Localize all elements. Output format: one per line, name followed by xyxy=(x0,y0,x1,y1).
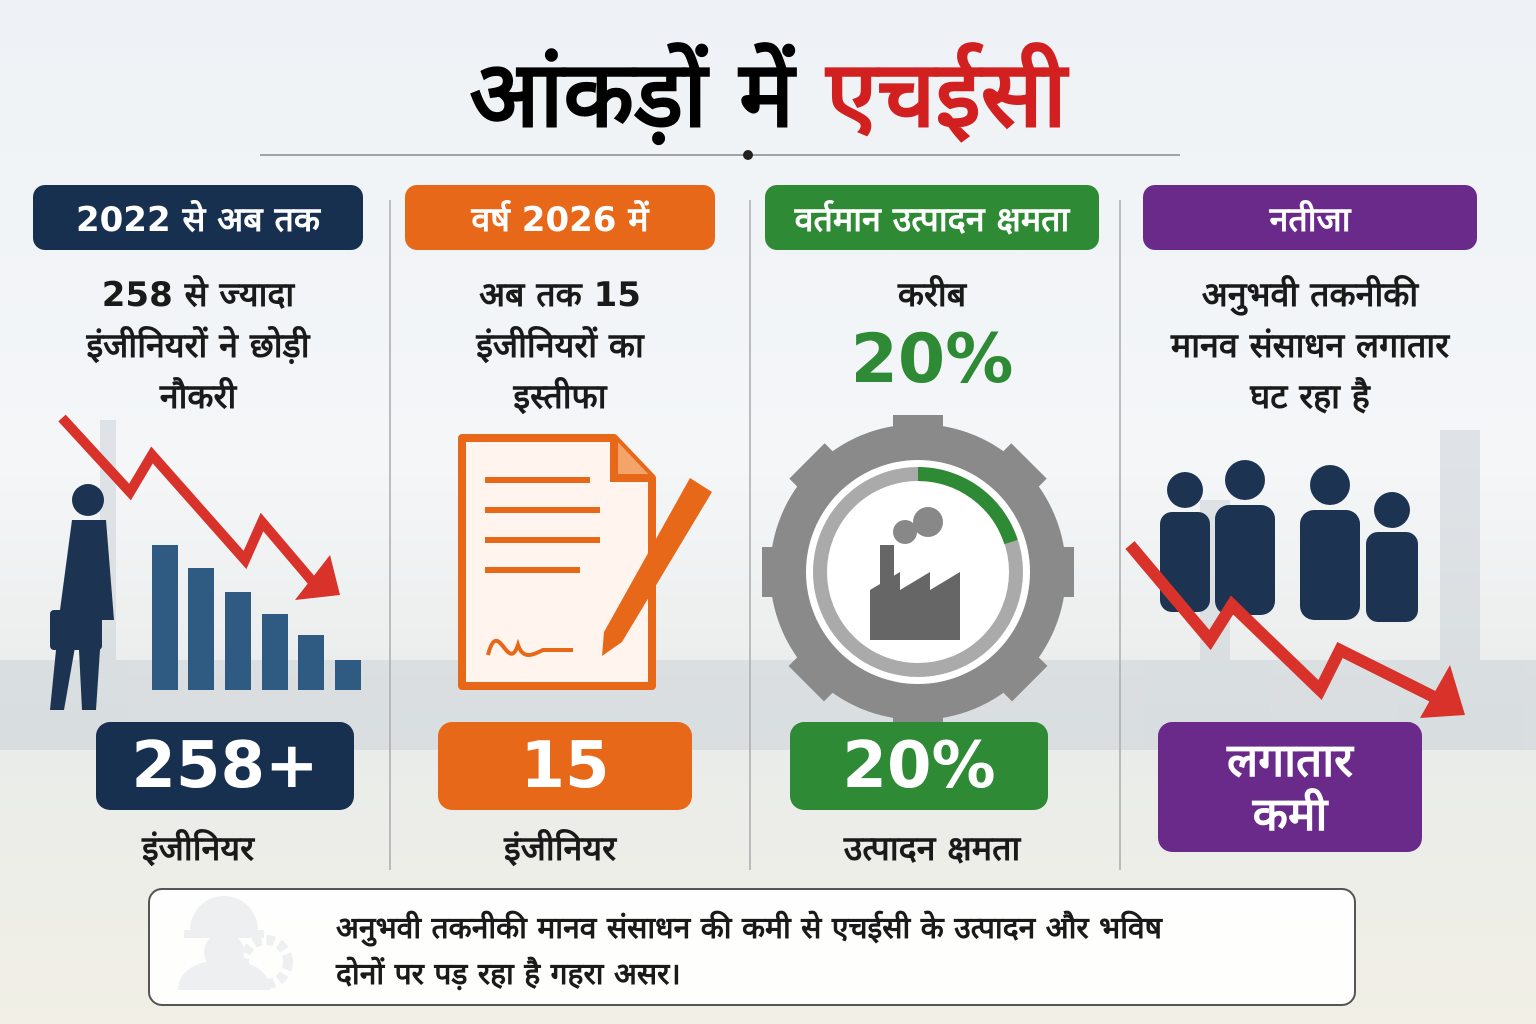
footer-text: अनुभवी तकनीकी मानव संसाधन की कमी से एचईस… xyxy=(336,911,1163,946)
gear-icon-part-part xyxy=(893,415,943,455)
document-icon-part xyxy=(485,477,600,573)
stat-caption: इंजीनियर xyxy=(141,829,255,869)
walking-person xyxy=(50,484,114,710)
panel-description: इस्तीफा xyxy=(513,377,607,417)
stat-caption: उत्पादन क्षमता xyxy=(843,829,1021,869)
panel-description: मानव संसाधन लगातार xyxy=(1170,326,1450,366)
stat-box: लगातार कमी xyxy=(1158,722,1422,852)
gear-icon-part-part xyxy=(788,637,853,702)
panel-highlight: 20% xyxy=(850,320,1014,399)
gear-icon-part-part xyxy=(789,443,853,507)
panel-description: इंजीनियरों ने छोड़ी xyxy=(86,326,310,366)
title-highlight: एचईसी xyxy=(826,41,1067,148)
gear-icon xyxy=(762,415,1074,730)
people-icon-part xyxy=(1167,472,1203,508)
document-icon-part xyxy=(610,438,652,482)
panel-header: वर्तमान उत्पादन क्षमता xyxy=(765,185,1099,250)
document-icon-part xyxy=(602,478,712,656)
panel-header: नतीजा xyxy=(1143,185,1477,250)
stat-value: कमी xyxy=(1252,787,1328,841)
panel-header: वर्ष 2026 में xyxy=(405,185,715,250)
walking-person-part xyxy=(72,484,104,516)
decline-bars xyxy=(152,545,361,690)
decline-bars-part xyxy=(188,568,214,690)
gear-icon-part xyxy=(806,460,1030,684)
down-arrow-4 xyxy=(1125,541,1465,718)
panel-description: अब तक 15 xyxy=(479,275,641,315)
gear-icon-part xyxy=(870,545,960,640)
footer-text: दोनों पर पड़ रहा है गहरा असर। xyxy=(336,957,681,992)
decline-bars-part xyxy=(298,635,324,690)
people-icon xyxy=(1160,460,1418,622)
down-arrow-1 xyxy=(58,414,340,600)
decline-bars-part xyxy=(225,592,251,690)
panel-description: इंजीनियरों का xyxy=(476,326,644,366)
down-arrow-1-part xyxy=(295,555,340,600)
people-icon-part xyxy=(1225,460,1265,500)
panel-description: करीब xyxy=(897,275,967,315)
panel-description: घट रहा है xyxy=(1250,377,1370,417)
decline-bars-part xyxy=(262,614,288,690)
footer: अनुभवी तकनीकी मानव संसाधन की कमी से एचईस… xyxy=(148,888,1356,1006)
decline-bars-part xyxy=(335,660,361,690)
panel-description: 258 से ज्यादा xyxy=(101,275,295,315)
gear-icon-part xyxy=(913,507,943,537)
document-icon-part xyxy=(486,638,573,657)
title-part: आंकड़ों में xyxy=(469,41,795,148)
title-rule-part xyxy=(743,150,753,160)
background-plant-part xyxy=(1440,430,1480,690)
people-icon-part xyxy=(1300,510,1360,620)
title-rule xyxy=(260,150,1180,160)
down-arrow-4-part xyxy=(1125,541,1443,706)
document-icon xyxy=(458,434,712,690)
stat-value: 15 xyxy=(520,729,610,803)
dividers xyxy=(389,200,1121,870)
stat-box: 15 xyxy=(438,722,692,810)
gear-icon-part xyxy=(893,520,917,544)
people-icon-part xyxy=(1215,505,1275,615)
title: आंकड़ों में एचईसी xyxy=(0,40,1536,150)
people-icon-part xyxy=(1374,492,1410,528)
panel-description: नौकरी xyxy=(159,377,237,417)
panel-description: अनुभवी तकनीकी xyxy=(1201,275,1419,315)
gear-icon-part-part xyxy=(983,637,1048,702)
down-arrow-4-part xyxy=(1420,665,1465,718)
gear-icon-part-part xyxy=(762,547,802,597)
stat-value: लगातार xyxy=(1227,733,1353,787)
stat-box: 258+ xyxy=(96,722,354,810)
stat-caption: इंजीनियर xyxy=(503,829,617,869)
walking-person-part xyxy=(50,610,102,650)
people-icon-part xyxy=(1366,532,1418,622)
stat-value: 258+ xyxy=(131,729,319,803)
stat-value: 20% xyxy=(842,729,996,803)
decline-bars-part xyxy=(152,545,178,690)
down-arrow-1-part xyxy=(58,414,322,592)
people-icon-part xyxy=(1310,465,1350,505)
gear-icon-part-part xyxy=(1034,547,1074,597)
gear-icon-part xyxy=(917,467,1018,545)
panel-header: 2022 से अब तक xyxy=(33,185,363,250)
gear-icon-part-part xyxy=(983,443,1047,507)
stat-box: 20% xyxy=(790,722,1048,810)
